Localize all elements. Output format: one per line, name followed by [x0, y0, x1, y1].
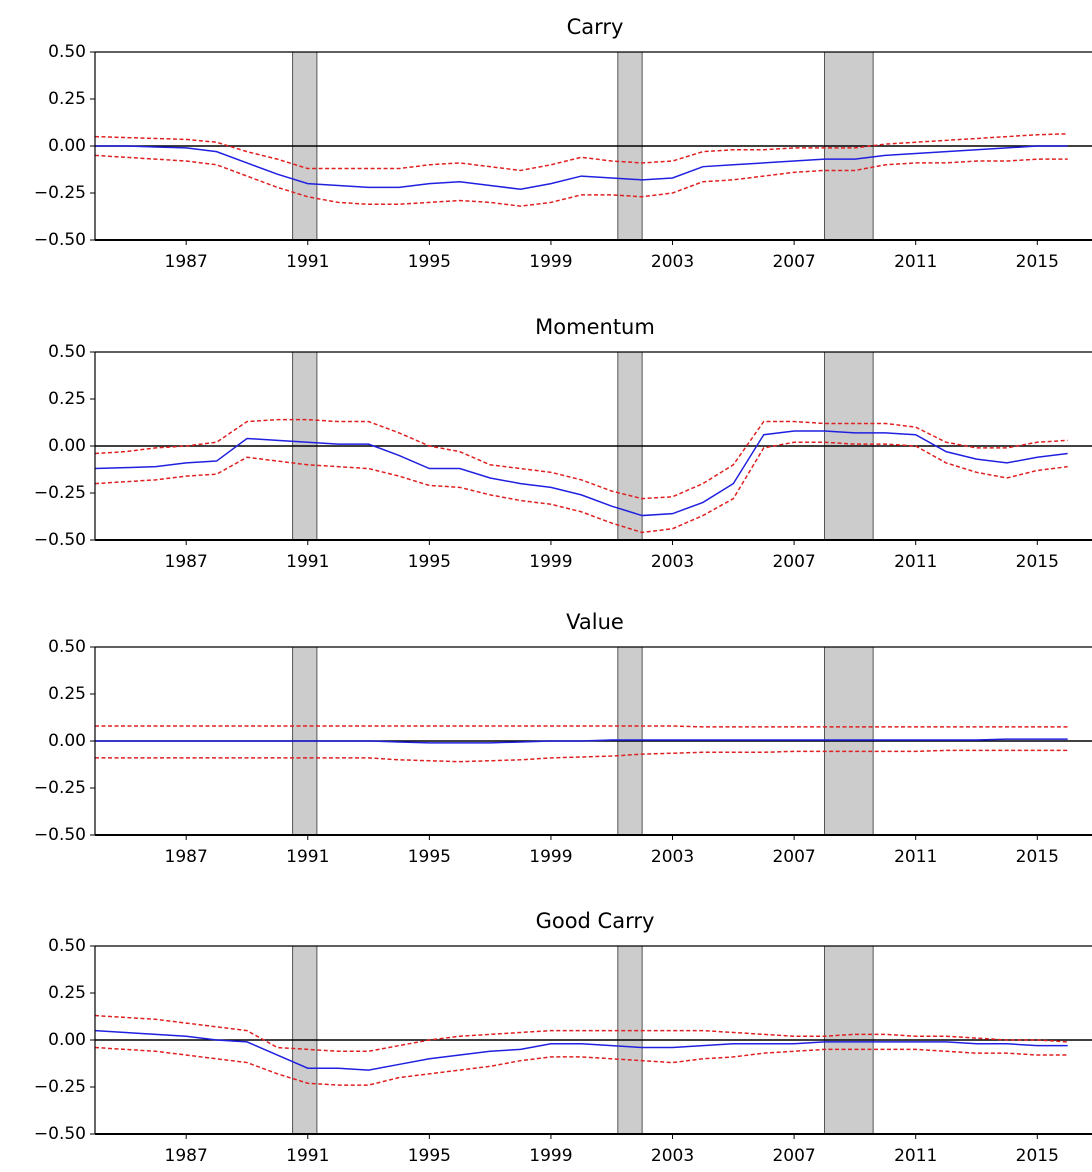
- x-tick-label: 1987: [165, 1146, 208, 1166]
- x-tick-label: 1995: [408, 252, 451, 272]
- y-tick-label: 0.00: [48, 1030, 86, 1050]
- band-line: [95, 154, 1068, 207]
- band-line: [95, 725, 1068, 728]
- x-tick-label: 2003: [651, 552, 694, 572]
- estimate-line: [95, 738, 1068, 744]
- x-tick-label: 2011: [894, 1146, 937, 1166]
- y-tick-label: 0.25: [48, 389, 86, 409]
- subplot: Momentum −0.50 −0.25 0.00 0.25 0.50 1987 1991 19…: [34, 315, 1092, 572]
- x-tick-label: 1999: [529, 552, 572, 572]
- x-tick-label: 2007: [772, 552, 815, 572]
- y-tick-label: 0.50: [48, 42, 86, 62]
- x-tick-label: 1991: [286, 252, 329, 272]
- x-tick-label: 2007: [772, 847, 815, 867]
- y-tick-label: 0.00: [48, 731, 86, 751]
- y-tick-label: −0.25: [34, 183, 86, 203]
- y-tick-label: −0.50: [34, 230, 86, 250]
- x-tick-label: 1987: [165, 552, 208, 572]
- plot-area: [95, 352, 1092, 540]
- x-tick-label: 2011: [894, 252, 937, 272]
- x-tick-label: 2015: [1016, 847, 1059, 867]
- y-tick-label: 0.25: [48, 983, 86, 1003]
- chart-title: Carry: [567, 15, 624, 39]
- y-tick-label: −0.25: [34, 1077, 86, 1097]
- x-tick-label: 1999: [529, 252, 572, 272]
- y-tick-label: −0.50: [34, 1124, 86, 1144]
- x-tick-label: 1995: [408, 847, 451, 867]
- y-tick-label: 0.00: [48, 136, 86, 156]
- estimate-line: [95, 1029, 1068, 1071]
- y-tick-label: 0.25: [48, 89, 86, 109]
- plot-area: [95, 52, 1092, 240]
- chart-title: Value: [566, 610, 624, 634]
- y-tick-label: 0.50: [48, 342, 86, 362]
- estimate-line: [95, 430, 1068, 517]
- estimate-line: [95, 145, 1068, 190]
- chart-title: Momentum: [535, 315, 655, 339]
- x-tick-label: 2003: [651, 847, 694, 867]
- x-tick-label: 1991: [286, 1146, 329, 1166]
- band-line: [95, 1014, 1068, 1053]
- subplot: Value −0.50 −0.25 0.00 0.25 0.50 1987 1991 1995 1…: [34, 610, 1092, 867]
- plot-area: [95, 647, 1092, 835]
- y-tick-label: 0.00: [48, 436, 86, 456]
- x-tick-label: 2007: [772, 252, 815, 272]
- band-line: [95, 749, 1068, 763]
- band-line: [95, 418, 1068, 500]
- x-tick-label: 2007: [772, 1146, 815, 1166]
- x-tick-label: 2015: [1016, 552, 1059, 572]
- x-tick-label: 2003: [651, 252, 694, 272]
- band-line: [95, 133, 1068, 172]
- x-tick-label: 2015: [1016, 252, 1059, 272]
- chart-title: Good Carry: [536, 909, 655, 933]
- y-tick-label: −0.25: [34, 483, 86, 503]
- plot-area: [95, 946, 1092, 1134]
- subplot: Good Carry −0.50 −0.25 0.00 0.25 0.50 1987 1991…: [34, 909, 1092, 1166]
- x-tick-label: 1999: [529, 847, 572, 867]
- y-tick-label: −0.50: [34, 530, 86, 550]
- y-tick-label: −0.25: [34, 778, 86, 798]
- band-line: [95, 441, 1068, 534]
- x-tick-label: 2003: [651, 1146, 694, 1166]
- x-tick-label: 1995: [408, 552, 451, 572]
- x-tick-label: 1995: [408, 1146, 451, 1166]
- subplot: Carry −0.50 −0.25 0.00 0.25 0.50 1987 1991 1995 1…: [34, 15, 1092, 272]
- y-tick-label: −0.50: [34, 825, 86, 845]
- y-tick-label: 0.25: [48, 684, 86, 704]
- y-tick-label: 0.50: [48, 637, 86, 657]
- x-tick-label: 2011: [894, 552, 937, 572]
- x-tick-label: 1999: [529, 1146, 572, 1166]
- x-tick-label: 1987: [165, 847, 208, 867]
- x-tick-label: 1991: [286, 552, 329, 572]
- x-tick-label: 2015: [1016, 1146, 1059, 1166]
- y-tick-label: 0.50: [48, 936, 86, 956]
- x-tick-label: 1991: [286, 847, 329, 867]
- x-tick-label: 1987: [165, 252, 208, 272]
- band-line: [95, 1046, 1068, 1086]
- x-tick-label: 2011: [894, 847, 937, 867]
